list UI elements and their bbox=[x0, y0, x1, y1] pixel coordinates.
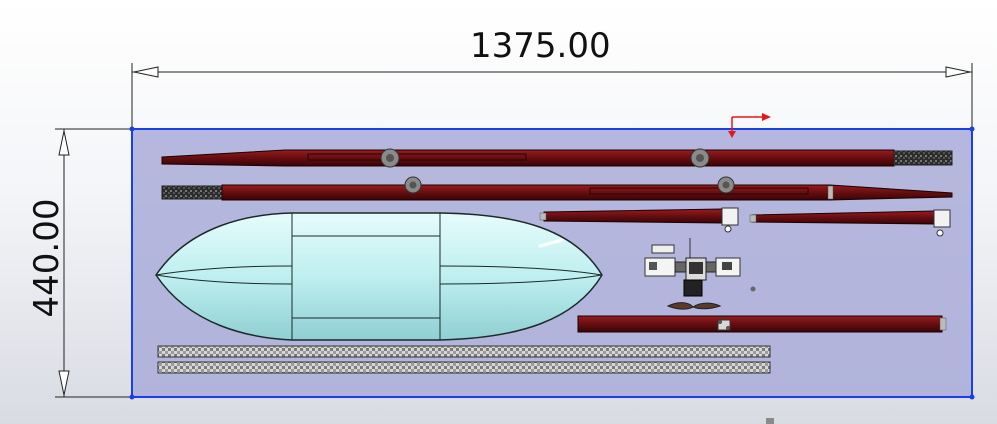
short-arm-1 bbox=[539, 207, 739, 233]
foam-strip-1 bbox=[157, 345, 771, 358]
arrowhead-right-icon bbox=[945, 66, 971, 78]
sketch-vertices bbox=[129, 126, 975, 400]
coordinate-origin-icon bbox=[728, 113, 771, 138]
carbon-tube-1 bbox=[161, 148, 953, 168]
arrowhead-bottom-icon bbox=[58, 370, 70, 396]
carbon-tube-2 bbox=[161, 176, 953, 201]
arrowhead-left-icon bbox=[133, 66, 159, 78]
arrowhead-top-icon bbox=[58, 130, 70, 156]
foam-strip-2 bbox=[157, 361, 771, 374]
carbon-tube-3 bbox=[577, 315, 947, 333]
inflatable-hull bbox=[155, 212, 603, 341]
short-arm-2 bbox=[749, 209, 951, 237]
width-dimension-value[interactable]: 1375.00 bbox=[470, 26, 611, 66]
height-dimension[interactable] bbox=[55, 128, 130, 398]
motor-assembly bbox=[644, 238, 756, 310]
width-dimension[interactable] bbox=[131, 63, 973, 128]
small-part-marker bbox=[766, 418, 774, 424]
